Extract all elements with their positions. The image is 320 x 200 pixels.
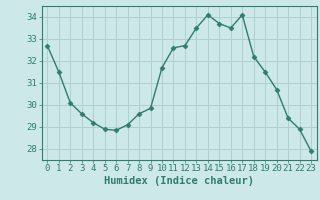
X-axis label: Humidex (Indice chaleur): Humidex (Indice chaleur) — [104, 176, 254, 186]
